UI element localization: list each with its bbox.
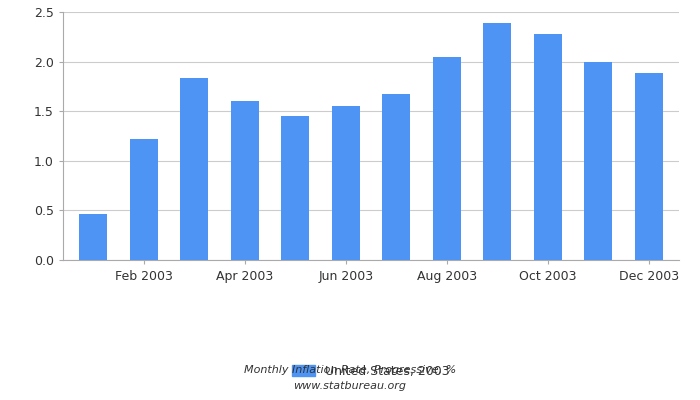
Text: Monthly Inflation Rate, Progressive, %: Monthly Inflation Rate, Progressive, % — [244, 365, 456, 375]
Legend: United States, 2003: United States, 2003 — [288, 360, 454, 383]
Bar — [584, 62, 612, 260]
Bar — [483, 23, 511, 260]
Bar — [433, 57, 461, 260]
Bar — [231, 101, 259, 260]
Bar — [382, 94, 410, 260]
Bar — [332, 106, 360, 260]
Bar — [635, 72, 663, 260]
Bar — [79, 214, 107, 260]
Bar — [130, 139, 158, 260]
Bar — [534, 34, 561, 260]
Bar — [281, 116, 309, 260]
Bar — [181, 78, 208, 260]
Text: www.statbureau.org: www.statbureau.org — [293, 381, 407, 391]
